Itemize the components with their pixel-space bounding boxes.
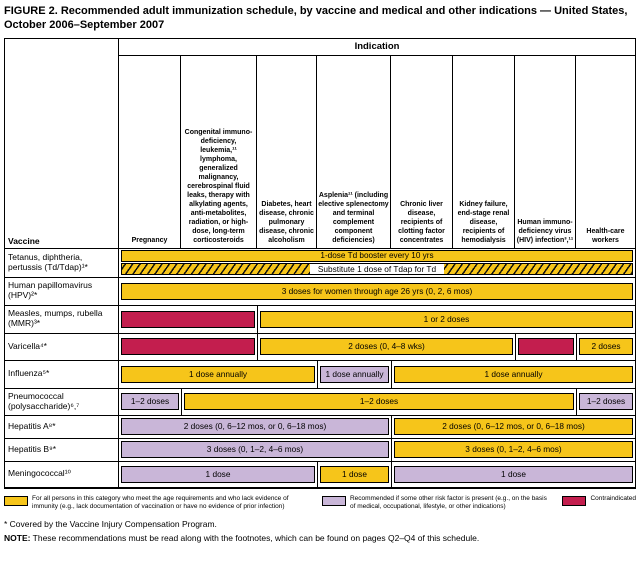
cell-influenza-right: 1 dose annually <box>391 360 635 389</box>
legend-text-risk-factor: Recommended if some other risk factor is… <box>349 494 547 510</box>
cell-meningococcal-right: 1 dose <box>391 461 635 488</box>
bar-td-booster: 1-dose Td booster every 10 yrs <box>121 250 633 262</box>
column-header-hiv-infection: Human immuno-deficiency virus (HIV) infe… <box>515 55 576 249</box>
cell-influenza-left: 1 dose annually <box>119 361 317 389</box>
indication-header: Indication <box>119 39 635 56</box>
bar-influenza-asplenia: 1 dose annually <box>320 365 389 383</box>
bar-mmr-doses: 1 or 2 doses <box>260 310 633 328</box>
vaccine-column-header: Vaccine <box>5 38 119 249</box>
bar-influenza-right: 1 dose annually <box>394 365 633 383</box>
cell-varicella-contraindicated-hiv <box>515 333 576 361</box>
legend-item-contraindicated: Contraindicated <box>562 495 636 506</box>
bar-pneumococcal-hcw: 1–2 doses <box>579 393 633 410</box>
footnote-note-text: These recommendations must be read along… <box>30 533 480 544</box>
bar-varicella-hcw-doses: 2 doses <box>579 338 633 355</box>
cell-varicella-hcw: 2 doses <box>576 333 635 361</box>
cell-hepatitis-a-right: 2 doses (0, 6–12 mos, or 0, 6–18 mos) <box>391 415 635 439</box>
vaccine-label-td-tdap: Tetanus, diphtheria, pertussis (Td/Tdap)… <box>5 248 119 278</box>
bar-influenza-left: 1 dose annually <box>121 365 315 383</box>
bar-pneumococcal-middle: 1–2 doses <box>184 393 574 410</box>
cell-td-tdap-all: 1-dose Td booster every 10 yrs Substitut… <box>119 249 635 278</box>
column-header-pregnancy: Pregnancy <box>119 55 181 249</box>
figure-title: FIGURE 2. Recommended adult immunization… <box>4 5 628 31</box>
cell-mmr-doses: 1 or 2 doses <box>257 305 635 334</box>
cell-mmr-contraindicated <box>119 306 257 334</box>
bar-meningococcal-asplenia: 1 dose <box>320 465 389 483</box>
bar-tdap-substitute: Substitute 1 dose of Tdap for Td <box>121 263 633 275</box>
footnote-note-label: NOTE: <box>4 533 31 544</box>
bar-hepatitis-b-right: 3 doses (0, 1–2, 4–6 mos) <box>394 441 633 458</box>
column-header-congenital-immunodeficiency: Congenital immuno-deficiency, leukemia,¹… <box>181 55 257 249</box>
cell-varicella-doses: 2 doses (0, 4–8 wks) <box>257 333 515 361</box>
vaccine-label-pneumococcal: Pneumococcal (polysaccharide)⁶,⁷ <box>5 388 119 416</box>
cell-hepatitis-a-left: 2 doses (0, 6–12 mos, or 0, 6–18 mos) <box>119 416 391 439</box>
schedule-table: Vaccine Indication Pregnancy Congenital … <box>4 37 636 489</box>
vaccine-label-hepatitis-a: Hepatitis A⁸* <box>5 415 119 439</box>
bar-hepatitis-b-left: 3 doses (0, 1–2, 4–6 mos) <box>121 441 389 458</box>
legend: For all persons in this category who mee… <box>4 495 636 512</box>
cell-meningococcal-left: 1 dose <box>119 462 317 488</box>
vaccine-label-hepatitis-b: Hepatitis B⁹* <box>5 438 119 462</box>
yellow-swatch-icon <box>4 495 28 506</box>
column-header-diabetes-heart-disease: Diabetes, heart disease, chronic pulmona… <box>257 55 317 249</box>
bar-hepatitis-a-right: 2 doses (0, 6–12 mos, or 0, 6–18 mos) <box>394 418 633 435</box>
vaccine-label-varicella: Varicella⁴* <box>5 333 119 361</box>
purple-swatch-icon <box>321 495 346 506</box>
bar-hpv-doses: 3 doses for women through age 26 yrs (0,… <box>121 282 633 300</box>
footnote-vicp: * Covered by the Vaccine Injury Compensa… <box>4 519 217 530</box>
bar-meningococcal-right: 1 dose <box>394 465 633 483</box>
bar-hepatitis-a-left: 2 doses (0, 6–12 mos, or 0, 6–18 mos) <box>121 418 389 435</box>
cell-pneumococcal-pregnancy: 1–2 doses <box>119 389 181 416</box>
legend-text-contraindicated: Contraindicated <box>590 494 636 502</box>
footnote-note: NOTE: These recommendations must be read… <box>4 533 636 544</box>
legend-text-for-all-persons: For all persons in this category who mee… <box>32 494 289 510</box>
bar-pneumococcal-pregnancy: 1–2 doses <box>121 393 179 410</box>
cell-hepatitis-b-left: 3 doses (0, 1–2, 4–6 mos) <box>119 439 391 462</box>
bar-tdap-substitute-label: Substitute 1 dose of Tdap for Td <box>309 263 445 275</box>
vaccine-label-hpv: Human papillomavirus (HPV)²* <box>5 277 119 306</box>
column-header-chronic-liver-disease: Chronic liver disease, recipients of clo… <box>391 55 453 249</box>
bar-mmr-contraindicated <box>121 310 255 328</box>
column-header-healthcare-workers: Health-care workers <box>576 56 635 249</box>
vaccine-label-influenza: Influenza⁵* <box>5 360 119 389</box>
column-header-kidney-failure: Kidney failure, end-stage renal disease,… <box>453 55 515 249</box>
bar-varicella-contraindicated-left <box>121 338 255 355</box>
cell-pneumococcal-hcw: 1–2 doses <box>576 388 635 416</box>
cell-pneumococcal-middle: 1–2 doses <box>181 388 576 416</box>
cell-hepatitis-b-right: 3 doses (0, 1–2, 4–6 mos) <box>391 438 635 462</box>
cell-hpv-all: 3 doses for women through age 26 yrs (0,… <box>119 278 635 306</box>
cell-influenza-asplenia: 1 dose annually <box>317 360 391 389</box>
bar-meningococcal-left: 1 dose <box>121 465 315 483</box>
cell-meningococcal-asplenia: 1 dose <box>317 461 391 488</box>
bar-varicella-doses: 2 doses (0, 4–8 wks) <box>260 338 513 355</box>
legend-item-for-all-persons: For all persons in this category who mee… <box>4 495 312 512</box>
bar-varicella-contraindicated-hiv <box>518 338 574 355</box>
column-header-asplenia: Asplenia¹¹ (including elective splenecto… <box>317 55 391 249</box>
red-swatch-icon <box>562 495 587 506</box>
vaccine-label-mmr: Measles, mumps, rubella (MMR)³* <box>5 305 119 334</box>
legend-item-risk-factor: Recommended if some other risk factor is… <box>321 494 553 512</box>
vaccine-label-meningococcal: Meningococcal¹⁰ <box>5 461 119 488</box>
cell-varicella-contraindicated-left <box>119 334 257 361</box>
